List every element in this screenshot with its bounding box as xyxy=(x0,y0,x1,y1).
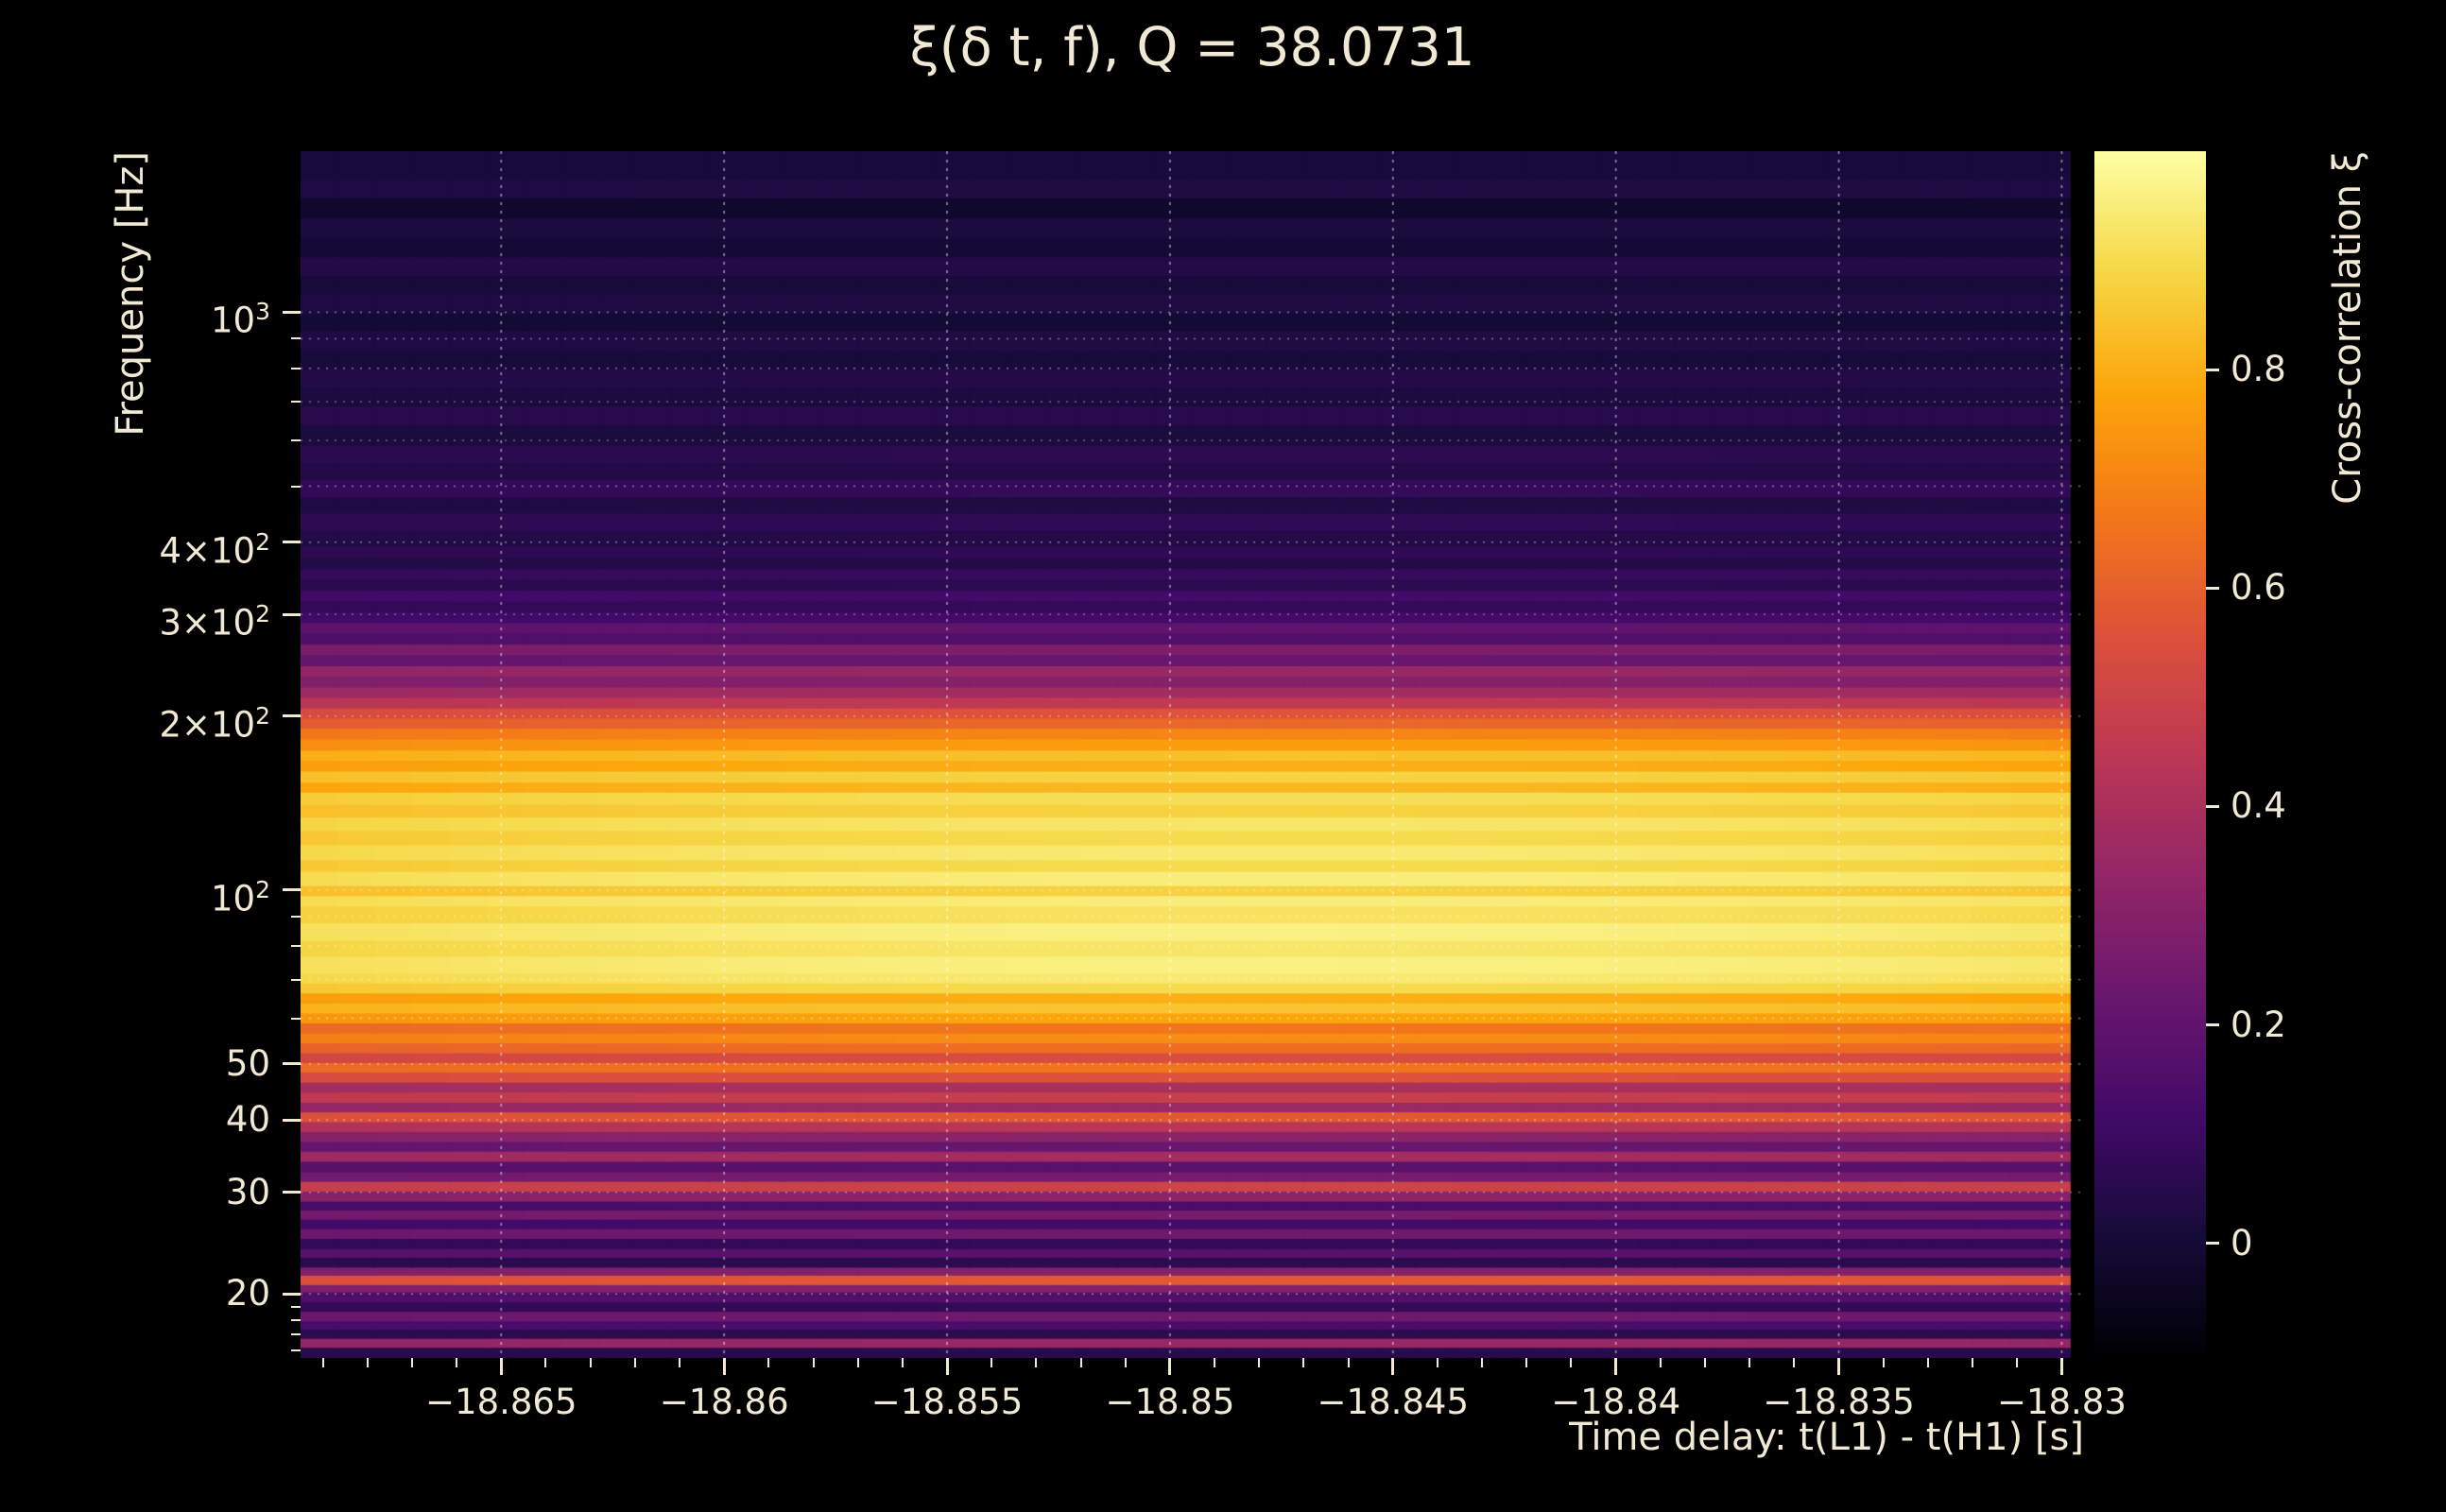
x-minor-tick-mark xyxy=(767,1358,770,1367)
x-minor-tick-mark xyxy=(544,1358,547,1367)
colorbar-tick-mark xyxy=(2206,368,2219,371)
colorbar-tick-label: 0.2 xyxy=(2231,1004,2286,1045)
x-tick-mark xyxy=(2059,1358,2063,1375)
x-tick-label: −18.85 xyxy=(1105,1382,1235,1422)
heatmap-canvas xyxy=(301,151,2084,1358)
x-tick-mark xyxy=(1391,1358,1395,1375)
colorbar-tick-mark xyxy=(2206,586,2219,590)
x-minor-tick-mark xyxy=(1035,1358,1038,1367)
colorbar-tick-label: 0.4 xyxy=(2231,785,2286,827)
colorbar-tick-label: 0.6 xyxy=(2231,567,2286,609)
x-tick-label: −18.865 xyxy=(425,1382,577,1422)
y-tick-label: 4×102 xyxy=(159,527,270,572)
y-minor-tick-mark xyxy=(291,915,301,918)
x-minor-tick-mark xyxy=(1347,1358,1350,1367)
y-tick-mark xyxy=(283,612,301,616)
x-minor-tick-mark xyxy=(1481,1358,1484,1367)
x-tick-mark xyxy=(1614,1358,1618,1375)
y-tick-mark xyxy=(283,1191,301,1194)
x-minor-tick-mark xyxy=(1124,1358,1127,1367)
x-minor-tick-mark xyxy=(1570,1358,1573,1367)
y-tick-mark xyxy=(283,310,301,314)
x-minor-tick-mark xyxy=(589,1358,592,1367)
x-tick-mark xyxy=(499,1358,503,1375)
y-minor-tick-mark xyxy=(291,1319,301,1322)
y-minor-tick-mark xyxy=(291,945,301,948)
y-tick-label: 2×102 xyxy=(159,701,270,746)
x-minor-tick-mark xyxy=(812,1358,815,1367)
y-minor-tick-mark xyxy=(291,978,301,981)
x-minor-tick-mark xyxy=(410,1358,413,1367)
x-minor-tick-mark xyxy=(1302,1358,1305,1367)
chart-title: ξ(δ t, f), Q = 38.0731 xyxy=(909,17,1475,78)
x-tick-label: −18.855 xyxy=(870,1382,1024,1422)
colorbar-tick-label: 0 xyxy=(2231,1222,2253,1263)
colorbar-tick-mark xyxy=(2206,804,2219,808)
y-tick-label: 3×102 xyxy=(159,600,270,644)
y-tick-mark xyxy=(283,1292,301,1296)
x-minor-tick-mark xyxy=(1926,1358,1929,1367)
y-tick-label: 103 xyxy=(211,298,270,341)
x-tick-label: −18.83 xyxy=(1996,1382,2127,1422)
x-minor-tick-mark xyxy=(366,1358,369,1367)
x-minor-tick-mark xyxy=(1258,1358,1261,1367)
y-minor-tick-mark xyxy=(291,485,301,488)
y-tick-mark xyxy=(283,1062,301,1066)
y-minor-tick-mark xyxy=(291,401,301,404)
colorbar-canvas xyxy=(2094,151,2206,1358)
x-minor-tick-mark xyxy=(1748,1358,1751,1367)
y-minor-tick-mark xyxy=(291,367,301,369)
x-tick-mark xyxy=(1168,1358,1172,1375)
y-tick-mark xyxy=(283,1118,301,1122)
x-tick-label: −18.86 xyxy=(659,1382,789,1422)
y-tick-mark xyxy=(283,888,301,892)
x-minor-tick-mark xyxy=(1436,1358,1438,1367)
x-minor-tick-mark xyxy=(1972,1358,1974,1367)
y-minor-tick-mark xyxy=(291,1349,301,1351)
colorbar-tick-mark xyxy=(2206,1023,2219,1027)
x-minor-tick-mark xyxy=(856,1358,859,1367)
x-axis-label: Time delay: t(L1) - t(H1) [s] xyxy=(1569,1416,2084,1459)
y-tick-label: 20 xyxy=(225,1273,270,1314)
x-minor-tick-mark xyxy=(1882,1358,1885,1367)
x-tick-label: −18.84 xyxy=(1551,1382,1681,1422)
y-tick-mark xyxy=(283,714,301,718)
y-tick-label: 102 xyxy=(211,875,270,919)
x-minor-tick-mark xyxy=(633,1358,636,1367)
x-minor-tick-mark xyxy=(678,1358,680,1367)
y-tick-label: 30 xyxy=(225,1171,270,1212)
y-tick-label: 40 xyxy=(225,1099,270,1141)
x-minor-tick-mark xyxy=(990,1358,993,1367)
x-tick-label: −18.835 xyxy=(1763,1382,1915,1422)
colorbar-tick-mark xyxy=(2206,1242,2219,1246)
x-minor-tick-mark xyxy=(456,1358,458,1367)
y-minor-tick-mark xyxy=(291,1333,301,1336)
x-minor-tick-mark xyxy=(1525,1358,1528,1367)
x-tick-mark xyxy=(945,1358,949,1375)
colorbar-label: Cross-correlation ξ xyxy=(2326,151,2369,505)
x-minor-tick-mark xyxy=(1214,1358,1216,1367)
x-minor-tick-mark xyxy=(1659,1358,1662,1367)
x-minor-tick-mark xyxy=(1793,1358,1796,1367)
x-tick-label: −18.845 xyxy=(1317,1382,1470,1422)
x-minor-tick-mark xyxy=(1704,1358,1706,1367)
colorbar-tick-label: 0.8 xyxy=(2231,349,2286,390)
y-minor-tick-mark xyxy=(291,337,301,340)
x-tick-mark xyxy=(1837,1358,1841,1375)
y-tick-mark xyxy=(283,541,301,544)
y-minor-tick-mark xyxy=(291,1017,301,1020)
x-minor-tick-mark xyxy=(1079,1358,1082,1367)
x-tick-mark xyxy=(722,1358,726,1375)
x-minor-tick-mark xyxy=(321,1358,324,1367)
y-minor-tick-mark xyxy=(291,439,301,442)
x-minor-tick-mark xyxy=(901,1358,904,1367)
x-minor-tick-mark xyxy=(2016,1358,2019,1367)
y-minor-tick-mark xyxy=(291,1305,301,1308)
y-tick-label: 50 xyxy=(225,1042,270,1084)
